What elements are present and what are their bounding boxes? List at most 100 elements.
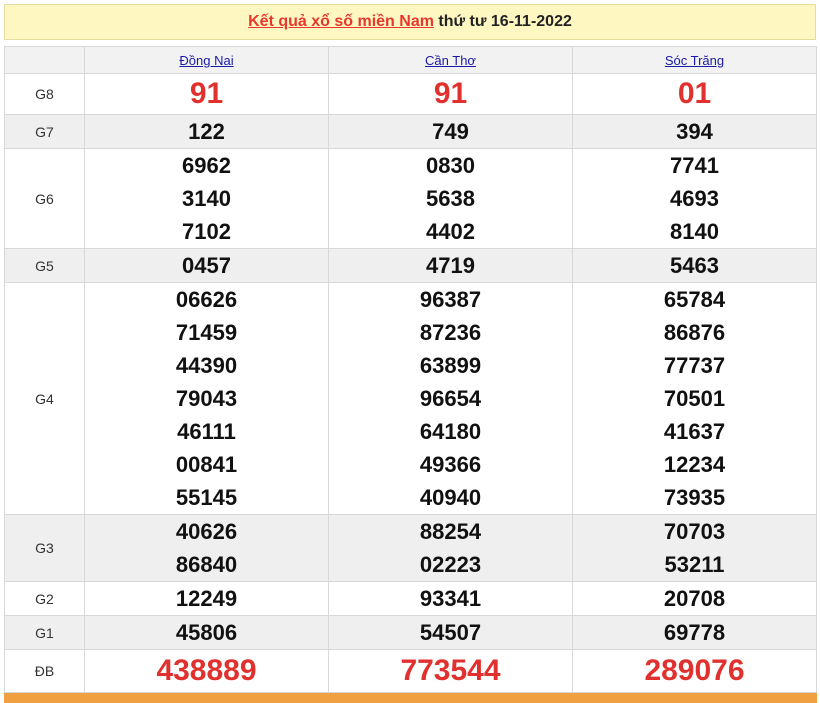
number: 06626: [175, 287, 238, 312]
prize-label: G6: [4, 148, 85, 249]
prize-cell: 20708: [572, 581, 817, 616]
prize-cell: 96387 87236 63899 96654 64180 49366 40940: [328, 282, 573, 515]
prize-label: G4: [4, 282, 85, 515]
number: 02223: [419, 552, 482, 577]
header-row: Đồng Nai Cần Thơ Sóc Trăng: [4, 46, 817, 74]
number: 63899: [419, 353, 482, 378]
prize-label: G7: [4, 114, 85, 149]
number: 12234: [663, 452, 726, 477]
number: 55145: [175, 485, 238, 510]
number: 49366: [419, 452, 482, 477]
number: 86840: [175, 552, 238, 577]
column-header: Đồng Nai: [84, 46, 329, 74]
column-header: Cần Thơ: [328, 46, 573, 74]
number: 91: [189, 77, 224, 110]
prize-cell: 438889: [84, 649, 329, 693]
title-link[interactable]: Kết quả xổ số miền Nam: [248, 13, 434, 30]
number: 122: [188, 119, 225, 144]
number: 86876: [663, 320, 726, 345]
number: 289076: [644, 654, 745, 687]
prize-row: G5 0457 4719 5463: [4, 248, 817, 283]
number: 87236: [419, 320, 482, 345]
number: 53211: [664, 552, 725, 577]
number: 4402: [426, 219, 475, 244]
prize-row: G4 06626 71459 44390 79043 46111 00841 55145 963…: [4, 282, 817, 515]
number: 70703: [663, 519, 726, 544]
prize-cell: 4719: [328, 248, 573, 283]
prize-cell: 06626 71459 44390 79043 46111 00841 55145: [84, 282, 329, 515]
number: 93341: [419, 586, 482, 611]
number: 0830: [426, 153, 475, 178]
prize-row: G1 45806 54507 69778: [4, 615, 817, 650]
prize-cell: 54507: [328, 615, 573, 650]
prize-cell: 749: [328, 114, 573, 149]
prize-cell: 91: [84, 73, 329, 115]
prize-cell: 65784 86876 77737 70501 41637 12234 73935: [572, 282, 817, 515]
prize-label: G8: [4, 73, 85, 115]
column-header: Sóc Trăng: [572, 46, 817, 74]
number: 71459: [175, 320, 238, 345]
prize-row: G7 122 749 394: [4, 114, 817, 149]
number: 44390: [175, 353, 238, 378]
prize-cell: 122: [84, 114, 329, 149]
prize-cell: 394: [572, 114, 817, 149]
prize-cell: 01: [572, 73, 817, 115]
prize-label: G5: [4, 248, 85, 283]
number: 6962: [182, 153, 231, 178]
number: 96654: [419, 386, 482, 411]
number: 20708: [663, 586, 726, 611]
number: 394: [676, 119, 713, 144]
prize-cell: 91: [328, 73, 573, 115]
prize-row: G6 6962 3140 7102 0830 5638 4402 7741 4693 8140: [4, 148, 817, 249]
number: 54507: [419, 620, 482, 645]
prize-cell: 70703 53211: [572, 514, 817, 582]
date: thứ tư 16-11-2022: [438, 13, 572, 30]
number: 73935: [663, 485, 726, 510]
number: 45806: [175, 620, 238, 645]
number: 40940: [419, 485, 482, 510]
prize-row: G2 12249 93341 20708: [4, 581, 817, 616]
results-table: Đồng Nai Cần Thơ Sóc Trăng G8 91 91 01 G7 122 749…: [4, 46, 817, 693]
title-bar: Kết quả xổ số miền Nam thứ tư 16-11-2022: [4, 4, 816, 40]
prize-row: G8 91 91 01: [4, 73, 817, 115]
number: 01: [677, 77, 712, 110]
footer-bar: [4, 693, 817, 703]
number: 4719: [426, 253, 475, 278]
corner: [4, 46, 85, 74]
number: 4693: [670, 186, 719, 211]
number: 41637: [663, 419, 726, 444]
number: 40626: [175, 519, 238, 544]
province-link[interactable]: Đồng Nai: [179, 52, 234, 68]
prize-label: G3: [4, 514, 85, 582]
number: 773544: [400, 654, 501, 687]
prize-cell: 0830 5638 4402: [328, 148, 573, 249]
number: 46111: [177, 419, 236, 444]
number: 749: [432, 119, 469, 144]
prize-cell: 7741 4693 8140: [572, 148, 817, 249]
prize-cell: 773544: [328, 649, 573, 693]
prize-label: ĐB: [4, 649, 85, 693]
number: 8140: [670, 219, 719, 244]
prize-cell: 40626 86840: [84, 514, 329, 582]
number: 00841: [175, 452, 238, 477]
number: 7741: [670, 153, 719, 178]
number: 79043: [175, 386, 238, 411]
province-link[interactable]: Sóc Trăng: [664, 52, 725, 68]
number: 3140: [182, 186, 231, 211]
number: 7102: [182, 219, 231, 244]
number: 70501: [663, 386, 726, 411]
prize-cell: 93341: [328, 581, 573, 616]
prize-cell: 88254 02223: [328, 514, 573, 582]
number: 88254: [419, 519, 482, 544]
prize-row: ĐB 438889 773544 289076: [4, 649, 817, 693]
province-link[interactable]: Cần Thơ: [425, 52, 476, 68]
number: 77737: [663, 353, 726, 378]
number: 0457: [182, 253, 231, 278]
number: 91: [433, 77, 468, 110]
number: 64180: [419, 419, 482, 444]
number: 69778: [663, 620, 726, 645]
number: 438889: [156, 654, 257, 687]
prize-label: G2: [4, 581, 85, 616]
number: 5463: [670, 253, 719, 278]
